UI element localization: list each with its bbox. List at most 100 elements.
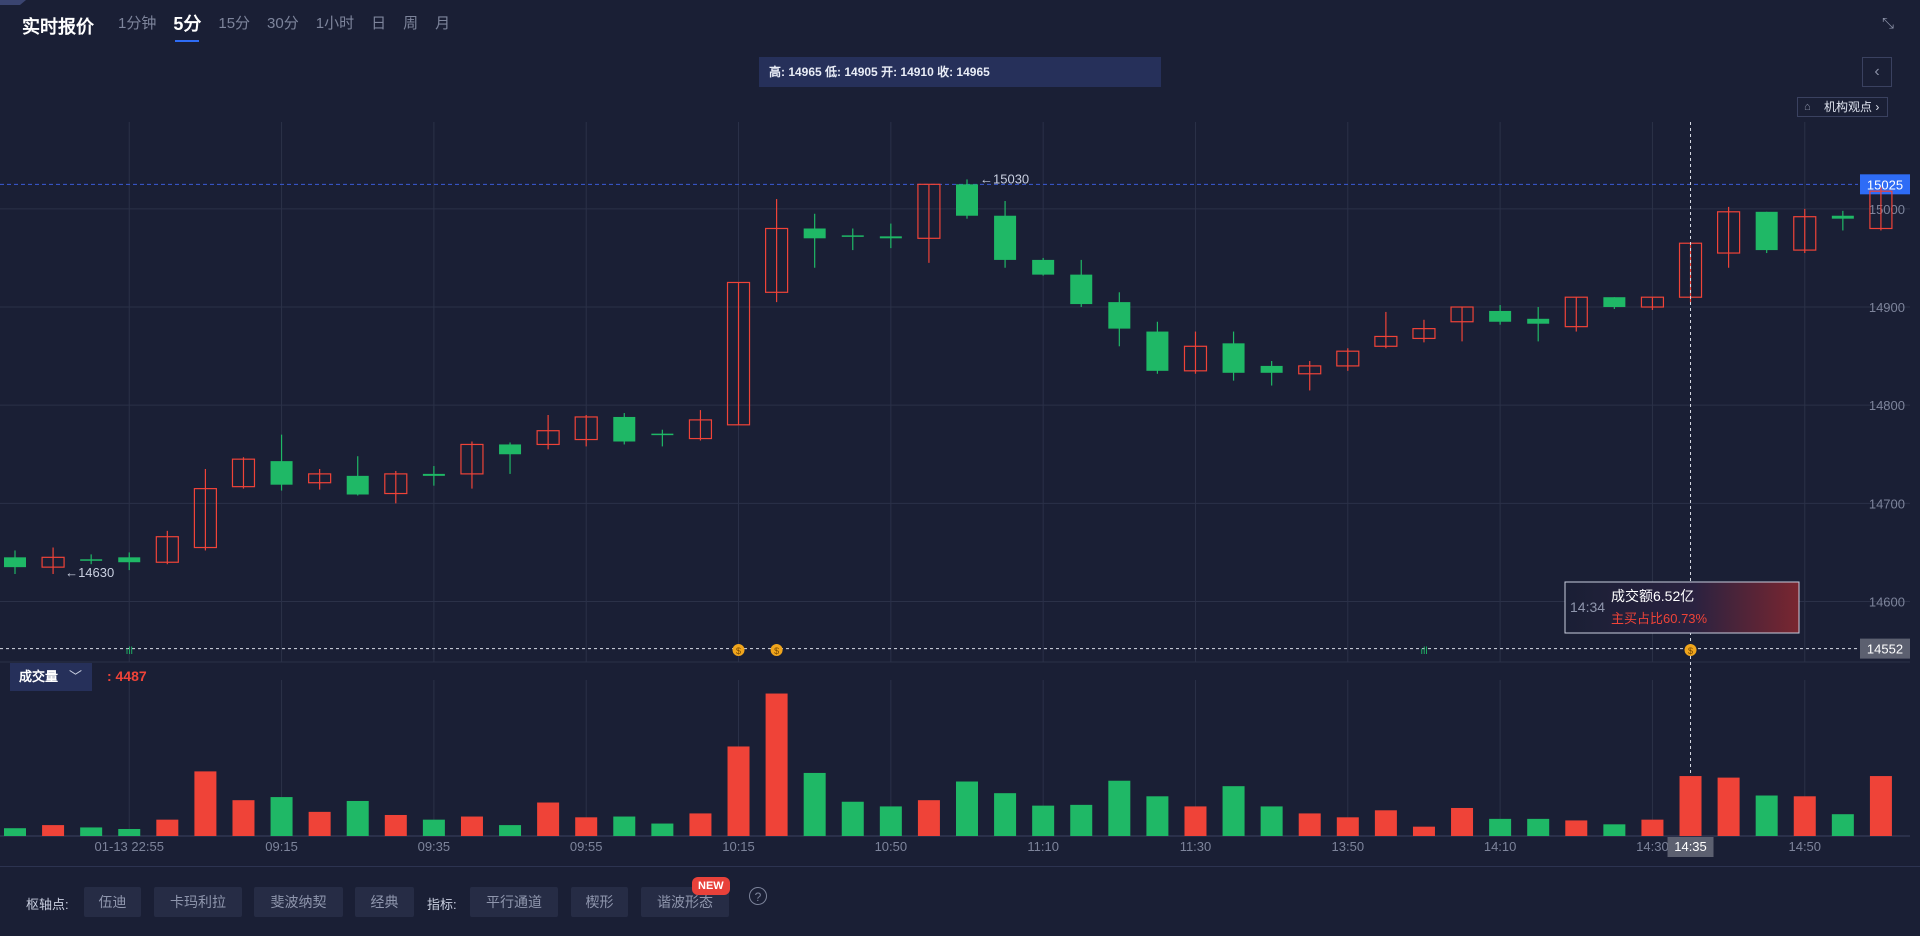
candle-body	[231, 458, 256, 488]
time-axis-label: 14:30	[1636, 839, 1669, 854]
candle-body	[1183, 345, 1208, 372]
pivot-fibonacci-button[interactable]: 斐波纳契	[254, 887, 343, 917]
candle-body	[764, 227, 789, 293]
institution-view-button[interactable]: ⌂ 机构观点 ›	[1797, 97, 1889, 117]
tooltip-time: 14:34	[1570, 599, 1605, 615]
volume-bar	[1336, 817, 1359, 836]
volume-indicator-select[interactable]: 成交量 ﹀	[10, 663, 92, 691]
volume-bar	[727, 746, 750, 836]
tab-15min[interactable]: 15分	[218, 15, 251, 32]
candlestick-chart[interactable]: 01-13 22:55 09:15 09:35 09:55 10:15 10:50 11:1…	[0, 0, 1920, 866]
volume-bar	[1565, 820, 1588, 836]
chevron-left-icon[interactable]: ‹	[1862, 57, 1892, 87]
help-icon[interactable]: ?	[749, 887, 767, 905]
tab-month[interactable]: 月	[435, 15, 451, 32]
price-axis-label: 14800	[1869, 398, 1905, 413]
volume-bar	[879, 806, 902, 836]
candle-body	[460, 443, 484, 475]
volume-bar	[956, 781, 978, 836]
candle-body	[422, 473, 445, 476]
candle-body	[879, 236, 902, 239]
volume-bar	[1451, 807, 1474, 836]
volume-bar	[1755, 795, 1778, 836]
candle-body	[1755, 211, 1778, 251]
volume-value: : 4487	[107, 668, 147, 684]
candle-body	[917, 183, 941, 239]
wedge-button[interactable]: 楔形	[571, 887, 628, 917]
volume-bar	[346, 800, 369, 836]
page-title: 实时报价	[22, 17, 94, 37]
volume-bar	[1070, 804, 1093, 836]
volume-bar	[765, 693, 788, 836]
ohlc-info-box: 高: 14965 低: 14905 开: 14910 收: 14965	[759, 57, 1161, 87]
volume-bar	[1298, 813, 1321, 836]
candle-body	[1869, 190, 1893, 230]
min-price-label: ←14630	[65, 565, 114, 580]
candle-body	[688, 419, 713, 440]
candle-body	[1032, 259, 1055, 275]
time-axis-label: 14:10	[1484, 839, 1517, 854]
candle-body	[155, 536, 179, 563]
volume-bar	[42, 825, 65, 836]
tab-1min[interactable]: 1分钟	[118, 15, 157, 32]
time-axis-label: 11:30	[1180, 839, 1212, 854]
volume-bar	[575, 817, 598, 836]
current-price-label: 15025	[1867, 177, 1903, 192]
candle-body	[1793, 216, 1817, 251]
max-price-label: ←15030	[980, 171, 1029, 186]
volume-bar	[194, 771, 217, 836]
event-marker-dot	[770, 644, 783, 656]
price-axis-label: 14600	[1869, 595, 1905, 610]
volume-bar	[994, 793, 1017, 836]
candle-body	[1412, 328, 1436, 340]
candle-body	[1146, 331, 1169, 371]
candle-body	[613, 416, 636, 442]
event-marker-dot	[1684, 644, 1697, 656]
volume-bar	[1184, 806, 1207, 836]
parallel-channel-button[interactable]: 平行通道	[470, 887, 558, 917]
event-marker-dot	[732, 644, 745, 656]
volume-selector-label: 成交量	[19, 669, 59, 684]
price-axis-label: 14700	[1869, 496, 1905, 511]
bottom-toolbar: 枢轴点: 伍迪 卡玛利拉 斐波纳契 经典 指标: 平行通道 楔形 谐波形态 NE…	[0, 866, 1920, 936]
collapse-icon[interactable]: ⤡	[1881, 15, 1894, 32]
institution-icon: ⌂	[1804, 101, 1811, 113]
volume-bar	[803, 772, 826, 836]
candle-body	[1489, 310, 1512, 322]
candle-body	[651, 433, 674, 436]
volume-bar	[384, 814, 407, 836]
time-axis-label: 10:15	[722, 839, 755, 854]
candle-body	[574, 416, 598, 441]
chevron-down-icon: ﹀	[68, 669, 82, 684]
pivot-camarilla-button[interactable]: 卡玛利拉	[154, 887, 242, 917]
volume-bar	[118, 828, 141, 836]
corner-tab-decoration	[0, 0, 26, 5]
volume-bar	[1527, 818, 1550, 836]
event-marker-symbol: ıll	[1420, 646, 1427, 657]
pivot-classic-button[interactable]: 经典	[355, 887, 414, 917]
new-badge: NEW	[692, 877, 730, 895]
current-price-tag	[1860, 174, 1910, 195]
tab-day[interactable]: 日	[371, 15, 387, 32]
volume-bar	[460, 816, 483, 836]
tooltip-buy-ratio: 主买占比60.73%	[1611, 611, 1708, 626]
volume-bar	[537, 802, 560, 836]
indicator-label: 指标:	[427, 897, 457, 912]
tab-1hour[interactable]: 1小时	[315, 15, 355, 32]
tab-30min[interactable]: 30分	[267, 15, 299, 32]
tab-week[interactable]: 周	[403, 15, 419, 32]
volume-bar	[841, 801, 864, 836]
time-axis-label: 11:10	[1027, 839, 1059, 854]
tab-5min[interactable]: 5分	[173, 14, 202, 42]
crosshair-price-label: 14552	[1867, 642, 1903, 657]
crosshair-price-tag	[1860, 638, 1910, 659]
volume-bar	[651, 823, 674, 836]
volume-bar	[4, 828, 26, 836]
volume-bar	[1831, 814, 1854, 836]
candle-body	[1564, 296, 1588, 328]
candle-body	[1716, 211, 1741, 254]
crosshair-time-tag	[1667, 837, 1714, 857]
pivot-label: 枢轴点:	[26, 897, 69, 912]
pivot-woodie-button[interactable]: 伍迪	[84, 887, 141, 917]
candle-body	[956, 184, 978, 216]
